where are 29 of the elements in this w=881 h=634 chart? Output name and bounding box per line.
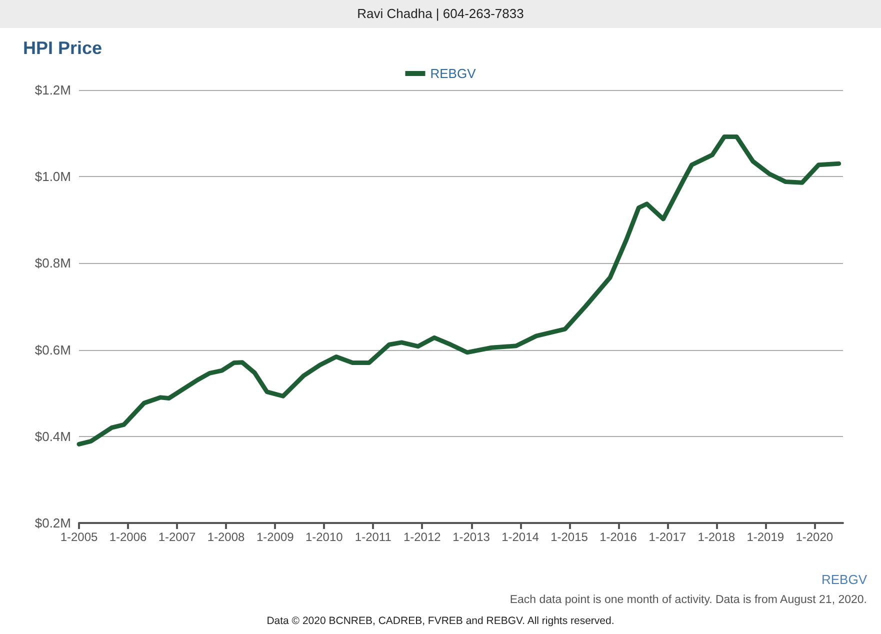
- legend-label: REBGV: [430, 66, 476, 81]
- chart-title: HPI Price: [23, 38, 102, 58]
- x-tick-label: 1-2008: [207, 530, 246, 544]
- x-tick-label: 1-2011: [354, 530, 392, 544]
- x-tick-label: 1-2012: [403, 530, 442, 544]
- x-tick-label: 1-2016: [600, 530, 638, 544]
- x-tick-label: 1-2007: [158, 530, 196, 544]
- y-tick-label: $1.0M: [34, 169, 71, 184]
- x-tick-label: 1-2009: [256, 530, 294, 544]
- y-tick-label: $1.2M: [34, 82, 71, 98]
- x-tick-label: 1-2020: [796, 530, 834, 544]
- y-tick-label: $0.8M: [34, 256, 71, 271]
- x-tick-label: 1-2015: [550, 530, 588, 544]
- y-tick-label: $0.2M: [34, 516, 71, 530]
- x-tick-label: 1-2019: [746, 530, 784, 544]
- text: REBGV: [821, 572, 867, 587]
- x-tick-label: 1-2013: [452, 530, 490, 544]
- x-tick-label: 1-2006: [109, 530, 148, 544]
- y-tick-label: $0.6M: [34, 342, 71, 358]
- x-tick-label: 1-2018: [698, 530, 736, 544]
- x-tick-label: 1-2010: [305, 530, 344, 544]
- text: Ravi Chadha | 604-263-7833: [0, 0, 881, 28]
- x-tick-label: 1-2014: [502, 530, 540, 544]
- text: Each data point is one month of activity. Data is from August 21, 2020.: [510, 594, 867, 606]
- x-tick-label: 1-2017: [648, 530, 686, 544]
- line-series: [76, 134, 842, 446]
- y-tick-label: $0.4M: [34, 428, 71, 444]
- text: Data © 2020 BCNREB, CADREB, FVREB and REBGV. All rights reserved.: [266, 615, 616, 627]
- x-tick-label: 1-2005: [60, 530, 98, 544]
